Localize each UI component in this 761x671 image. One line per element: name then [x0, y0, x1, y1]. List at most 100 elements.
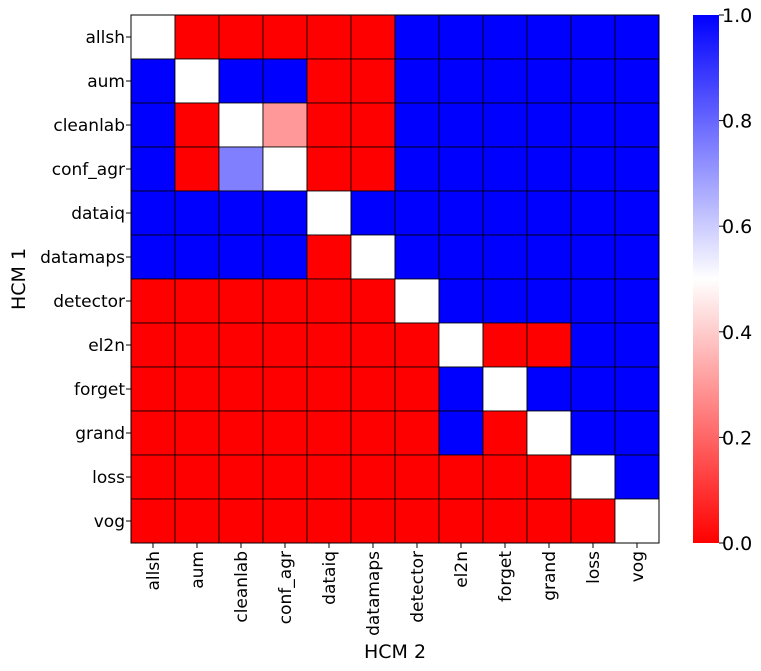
- x-tick-label: cleanlab: [232, 551, 252, 623]
- heatmap-cell: [350, 234, 396, 280]
- y-tick-label: dataiq: [71, 204, 125, 224]
- heatmap-cell: [614, 498, 660, 544]
- heatmap-cell: [350, 498, 396, 544]
- heatmap-cell: [174, 498, 220, 544]
- heatmap-cell: [394, 58, 440, 104]
- heatmap-cell: [262, 234, 308, 280]
- plot-frame: [130, 14, 660, 544]
- heatmap-cell: [614, 58, 660, 104]
- x-tick-label: el2n: [452, 551, 472, 588]
- heatmap-cell: [306, 234, 352, 280]
- heatmap-cell: [306, 102, 352, 148]
- heatmap-cell: [482, 498, 528, 544]
- heatmap-cell: [482, 322, 528, 368]
- heatmap-cell: [526, 278, 572, 324]
- heatmap-cell: [306, 58, 352, 104]
- heatmap-cell: [174, 322, 220, 368]
- heatmap-cell: [262, 366, 308, 412]
- heatmap-cell: [570, 410, 616, 456]
- heatmap-cell: [306, 410, 352, 456]
- heatmap-cell: [394, 498, 440, 544]
- heatmap-cell: [526, 410, 572, 456]
- heatmap-cell: [438, 146, 484, 192]
- heatmap-cell: [394, 454, 440, 500]
- heatmap-cell: [438, 498, 484, 544]
- x-tick-label: grand: [540, 551, 560, 601]
- heatmap-cell: [130, 454, 176, 500]
- heatmap-cell: [130, 146, 176, 192]
- heatmap-cell: [306, 322, 352, 368]
- y-tick-label: datamaps: [40, 248, 125, 268]
- heatmap-cell: [306, 146, 352, 192]
- heatmap-cell: [614, 102, 660, 148]
- x-tick-label: detector: [408, 551, 428, 623]
- x-tick-label: allsh: [144, 551, 164, 591]
- heatmap-cell: [614, 190, 660, 236]
- x-tick-label: conf_agr: [276, 551, 296, 624]
- heatmap-cell: [570, 366, 616, 412]
- heatmap-cell: [306, 278, 352, 324]
- heatmap-cell: [482, 366, 528, 412]
- heatmap-cell: [350, 366, 396, 412]
- heatmap-cell: [262, 322, 308, 368]
- heatmap-cell: [482, 278, 528, 324]
- heatmap-cell: [262, 146, 308, 192]
- heatmap-cell: [218, 454, 264, 500]
- heatmap-cell: [570, 234, 616, 280]
- heatmap-cell: [350, 146, 396, 192]
- heatmap-cell: [482, 102, 528, 148]
- heatmap-cell: [570, 278, 616, 324]
- heatmap-cell: [438, 322, 484, 368]
- heatmap-cell: [174, 454, 220, 500]
- colorbar-tick-label: 1.0: [722, 5, 752, 27]
- heatmap-cell: [438, 366, 484, 412]
- heatmap-cell: [526, 190, 572, 236]
- y-axis-label: HCM 1: [8, 248, 30, 310]
- heatmap-cell: [526, 234, 572, 280]
- heatmap-cell: [174, 146, 220, 192]
- heatmap-cell: [614, 410, 660, 456]
- heatmap-cell: [262, 190, 308, 236]
- heatmap-cell: [218, 278, 264, 324]
- heatmap-cell: [350, 14, 396, 60]
- heatmap-cell: [350, 190, 396, 236]
- y-tick-label: forget: [74, 380, 125, 400]
- heatmap-cell: [306, 14, 352, 60]
- heatmap-cell: [526, 58, 572, 104]
- heatmap-cell: [174, 190, 220, 236]
- y-tick-label: conf_agr: [52, 160, 125, 180]
- heatmap-cell: [262, 454, 308, 500]
- heatmap-cell: [570, 146, 616, 192]
- heatmap-cell: [174, 58, 220, 104]
- heatmap-cell: [130, 278, 176, 324]
- heatmap-cell: [262, 278, 308, 324]
- y-tick-label: aum: [87, 72, 125, 92]
- heatmap-cells: [130, 14, 660, 544]
- y-tick-label: detector: [53, 292, 125, 312]
- heatmap-cell: [262, 102, 308, 148]
- heatmap-cell: [570, 102, 616, 148]
- heatmap-cell: [130, 498, 176, 544]
- heatmap-cell: [394, 278, 440, 324]
- heatmap-cell: [130, 190, 176, 236]
- heatmap-cell: [350, 102, 396, 148]
- heatmap-cell: [350, 410, 396, 456]
- y-tick-label: loss: [92, 468, 125, 488]
- y-tick-label: el2n: [88, 336, 125, 356]
- heatmap-cell: [130, 322, 176, 368]
- heatmap-cell: [526, 454, 572, 500]
- heatmap-cell: [614, 14, 660, 60]
- heatmap-cell: [218, 498, 264, 544]
- heatmap-cell: [438, 454, 484, 500]
- heatmap-cell: [394, 366, 440, 412]
- x-tick-label: vog: [628, 551, 648, 582]
- heatmap-cell: [614, 322, 660, 368]
- heatmap-cell: [350, 454, 396, 500]
- heatmap-cell: [218, 234, 264, 280]
- heatmap-cell: [130, 234, 176, 280]
- heatmap-cell: [614, 234, 660, 280]
- heatmap-cell: [350, 322, 396, 368]
- heatmap-cell: [526, 14, 572, 60]
